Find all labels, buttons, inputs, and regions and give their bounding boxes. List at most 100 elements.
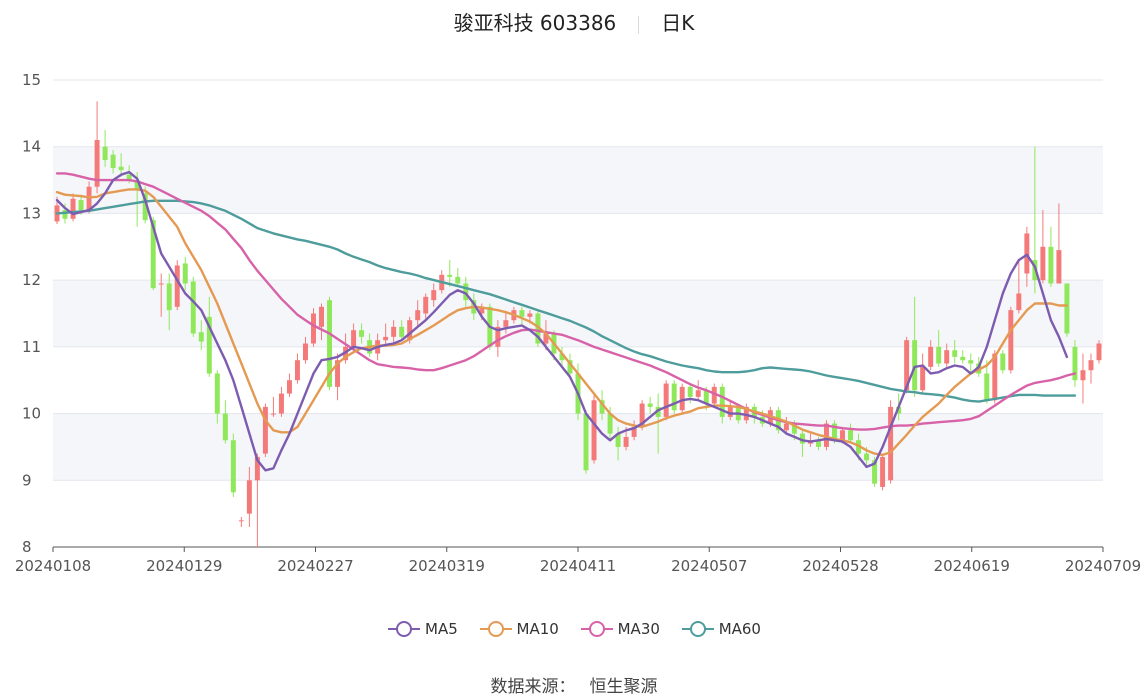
candle (992, 350, 998, 404)
legend-marker-icon (388, 621, 420, 637)
candle-body (190, 281, 196, 334)
legend-label: MA60 (718, 620, 761, 638)
candle (519, 306, 525, 327)
candle (1056, 203, 1062, 284)
y-tick-label: 14 (22, 138, 41, 156)
candle (118, 153, 124, 177)
candle (391, 320, 397, 344)
candle-body (351, 330, 357, 347)
source-label: 数据来源： (490, 677, 576, 697)
candle-body (719, 386, 725, 417)
candle-body (270, 413, 276, 415)
candle (583, 410, 589, 474)
ma30-line (55, 172, 1077, 431)
candle (663, 380, 669, 421)
y-tick-label: 8 (22, 538, 32, 556)
candle (559, 346, 565, 367)
candle (960, 350, 966, 364)
candle-body (791, 423, 797, 434)
title-separator (638, 15, 640, 34)
x-tick-label: 20240227 (277, 557, 353, 575)
candle-body (727, 406, 733, 417)
candle (727, 400, 733, 421)
chart-legend: MA5 MA10 MA30 MA60 (0, 620, 1148, 642)
legend-item-ma60[interactable]: MA60 (681, 620, 761, 638)
candle (142, 186, 148, 224)
candle-body (527, 313, 533, 317)
candle-body (238, 520, 244, 522)
candle-body (832, 423, 837, 441)
candle-body (623, 436, 629, 447)
candle-body (631, 426, 637, 437)
candle (286, 373, 292, 397)
candle (431, 283, 437, 307)
candle-body (519, 310, 525, 317)
candle-body (182, 263, 188, 284)
candle-body (952, 350, 958, 357)
candle-body (559, 353, 565, 361)
candle-body (615, 433, 621, 447)
candle-body (495, 326, 501, 347)
candle (591, 393, 597, 464)
x-tick-label: 20240528 (802, 557, 878, 575)
candle (1096, 340, 1102, 364)
candle (319, 303, 324, 341)
candle-body (118, 166, 124, 171)
candle (230, 433, 236, 497)
candle (70, 193, 76, 222)
candle (270, 396, 276, 417)
candle-body (1016, 293, 1022, 311)
candle (302, 336, 308, 364)
candle (1008, 306, 1014, 374)
candle-body (864, 453, 870, 461)
candle-body (423, 296, 429, 314)
candle (743, 403, 749, 424)
candle (695, 380, 701, 401)
candle-body (543, 333, 549, 344)
legend-item-ma5[interactable]: MA5 (387, 620, 458, 638)
candle (719, 383, 725, 424)
candle-body (888, 406, 894, 481)
candle-body (968, 360, 974, 364)
candle-body (407, 320, 413, 341)
candle (671, 380, 677, 414)
candle-body (872, 460, 878, 484)
candle-body (431, 290, 437, 301)
candle (182, 256, 188, 291)
candle (399, 320, 405, 341)
candle-body (166, 283, 172, 311)
legend-marker-icon (479, 621, 512, 637)
candle (166, 273, 172, 331)
candle (952, 340, 958, 364)
stock-name-label: 骏亚科技 603386 (453, 11, 617, 35)
candle-body (70, 198, 76, 219)
candle-body (399, 326, 405, 337)
legend-item-ma10[interactable]: MA10 (479, 620, 559, 638)
candle-body (359, 330, 365, 337)
ma5-line (55, 170, 1069, 472)
candle (631, 420, 637, 441)
legend-item-ma30[interactable]: MA30 (580, 620, 660, 638)
candle (214, 370, 220, 424)
candle (190, 276, 196, 337)
candle-body (799, 433, 805, 444)
candle-body (912, 340, 918, 391)
y-tick-label: 9 (22, 471, 32, 489)
candle (495, 320, 501, 357)
candle-body (992, 353, 998, 401)
candle-body (655, 406, 661, 417)
legend-marker-icon (580, 621, 613, 637)
candle (311, 308, 316, 347)
candle (110, 150, 116, 174)
candle (383, 323, 389, 347)
candle-body (327, 300, 333, 387)
candle-body (294, 360, 300, 381)
candle-body (286, 380, 292, 394)
candle-body (246, 480, 252, 514)
candle-body (110, 154, 116, 169)
candle (687, 383, 693, 404)
candle-body (383, 336, 389, 341)
candle-body (126, 174, 132, 181)
candle-body (896, 406, 902, 414)
candlestick-chart: 8 9 10 11 12 13 14 15 20240108 20240129 20240227 20… (15, 71, 1141, 575)
